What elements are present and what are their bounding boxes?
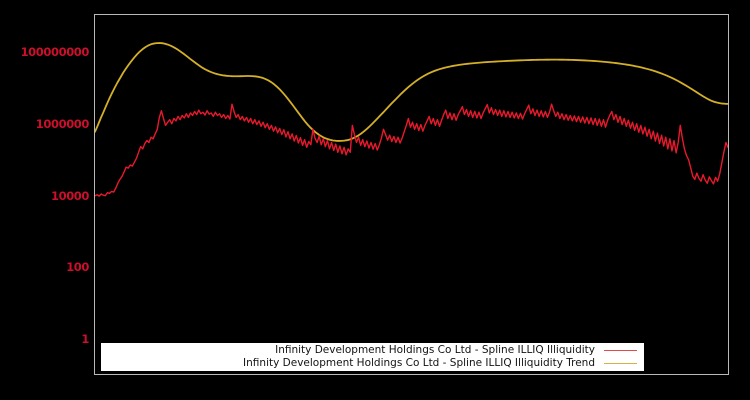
legend-label-illiquidity: Infinity Development Holdings Co Ltd - S… [275, 344, 595, 356]
legend-swatch-trend [604, 363, 637, 364]
chart-legend: Infinity Development Holdings Co Ltd - S… [101, 343, 644, 371]
y-tick-label: 10000 [50, 189, 89, 203]
legend-entry-illiquidity: Infinity Development Holdings Co Ltd - S… [102, 344, 643, 357]
y-tick-label: 1 [81, 332, 89, 346]
y-tick-label: 100000000 [20, 45, 90, 59]
trend-line-series [95, 42, 728, 142]
chart-canvas [95, 42, 728, 197]
legend-label-trend: Infinity Development Holdings Co Ltd - S… [243, 357, 595, 369]
plot-area [94, 14, 729, 375]
legend-swatch-illiquidity [604, 350, 637, 351]
y-axis-tick-labels: 100000000 1000000 10000 100 1 [0, 0, 90, 400]
illiquidity-line-series [95, 103, 728, 197]
y-tick-label: 100 [66, 260, 89, 274]
y-tick-label: 1000000 [35, 117, 90, 131]
legend-entry-trend: Infinity Development Holdings Co Ltd - S… [102, 357, 643, 370]
